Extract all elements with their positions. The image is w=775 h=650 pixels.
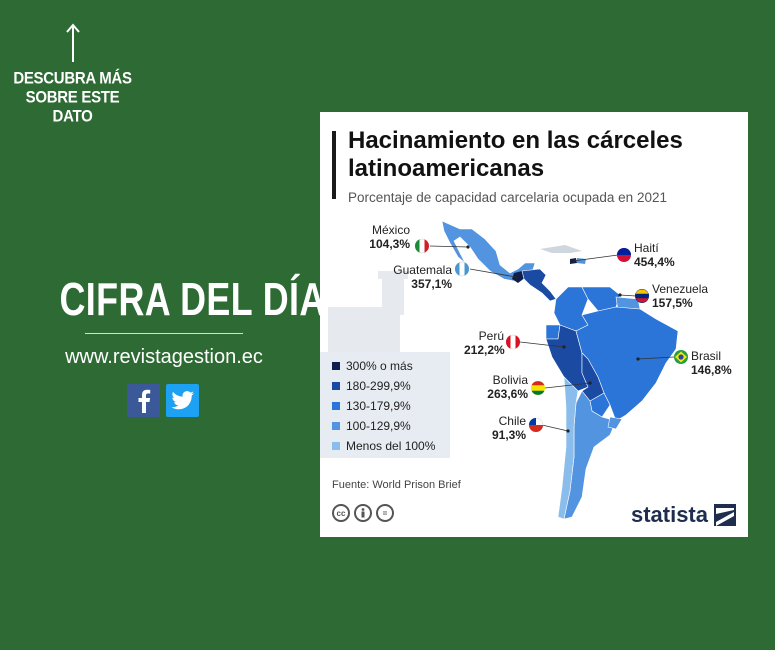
infographic-card: Hacinamiento en las cárceles latinoameri… — [320, 112, 748, 537]
arrow-up-icon — [65, 23, 80, 62]
cuba — [540, 245, 582, 253]
country-colombia — [553, 286, 589, 332]
label-bolivia: Bolivia 263,6% — [487, 373, 528, 401]
facebook-icon[interactable] — [127, 384, 160, 417]
source-note: Fuente: World Prison Brief — [332, 479, 461, 491]
legend-item: Menos del 100% — [332, 436, 450, 456]
legend-item: 300% o más — [332, 356, 450, 376]
dominican-republic — [577, 258, 586, 264]
legend: 300% o más 180-299,9% 130-179,9% 100-129… — [320, 352, 450, 458]
legend-item: 180-299,9% — [332, 376, 450, 396]
label-peru: Perú 212,2% — [464, 329, 505, 357]
by-icon — [354, 504, 372, 522]
more-info-link[interactable]: DESCUBRA MÁS SOBRE ESTE DATO — [10, 22, 135, 127]
statista-logo: statista — [631, 502, 736, 528]
card-subtitle: Porcentaje de capacidad carcelaria ocupa… — [348, 190, 667, 205]
label-guatemala: Guatemala 357,1% — [393, 263, 452, 291]
label-mexico: México 104,3% — [369, 223, 410, 251]
label-brazil: Brasil 146,8% — [691, 349, 732, 377]
divider — [85, 333, 243, 334]
flag-brazil-icon — [674, 350, 688, 364]
headline: CIFRA DEL DÍA — [59, 273, 326, 325]
legend-item: 130-179,9% — [332, 396, 450, 416]
statista-mark-icon — [714, 504, 736, 526]
label-venezuela: Venezuela 157,5% — [652, 282, 709, 310]
flag-venezuela-icon — [635, 289, 649, 303]
twitter-icon[interactable] — [166, 384, 199, 417]
flag-guatemala-icon — [454, 261, 470, 277]
cc-icon: cc — [332, 504, 350, 522]
title-accent-bar — [332, 131, 336, 199]
legend-item: 100-129,9% — [332, 416, 450, 436]
license-icons: cc = — [332, 504, 394, 522]
central-america — [521, 268, 557, 302]
label-chile: Chile 91,3% — [491, 414, 526, 442]
flag-haiti-icon — [617, 248, 631, 262]
country-uruguay — [607, 416, 623, 430]
flag-mexico-icon — [414, 238, 430, 254]
country-ecuador — [545, 324, 561, 340]
card-title: Hacinamiento en las cárceles latinoameri… — [348, 127, 683, 182]
flag-bolivia-icon — [531, 381, 545, 395]
more-info-text: DESCUBRA MÁS SOBRE ESTE DATO — [13, 68, 132, 127]
label-haiti: Haití 454,4% — [634, 241, 675, 269]
leader-lines — [429, 245, 675, 432]
social-links — [127, 384, 199, 417]
flag-peru-icon — [505, 334, 521, 350]
flag-chile-icon — [528, 417, 544, 433]
website-link[interactable]: www.revistagestion.ec — [65, 346, 263, 368]
country-chile — [557, 376, 579, 520]
nd-icon: = — [376, 504, 394, 522]
leader-dots — [466, 245, 640, 433]
latin-america-map: México 104,3% Guatemala 357,1% Haití 454,4%… — [320, 207, 748, 537]
